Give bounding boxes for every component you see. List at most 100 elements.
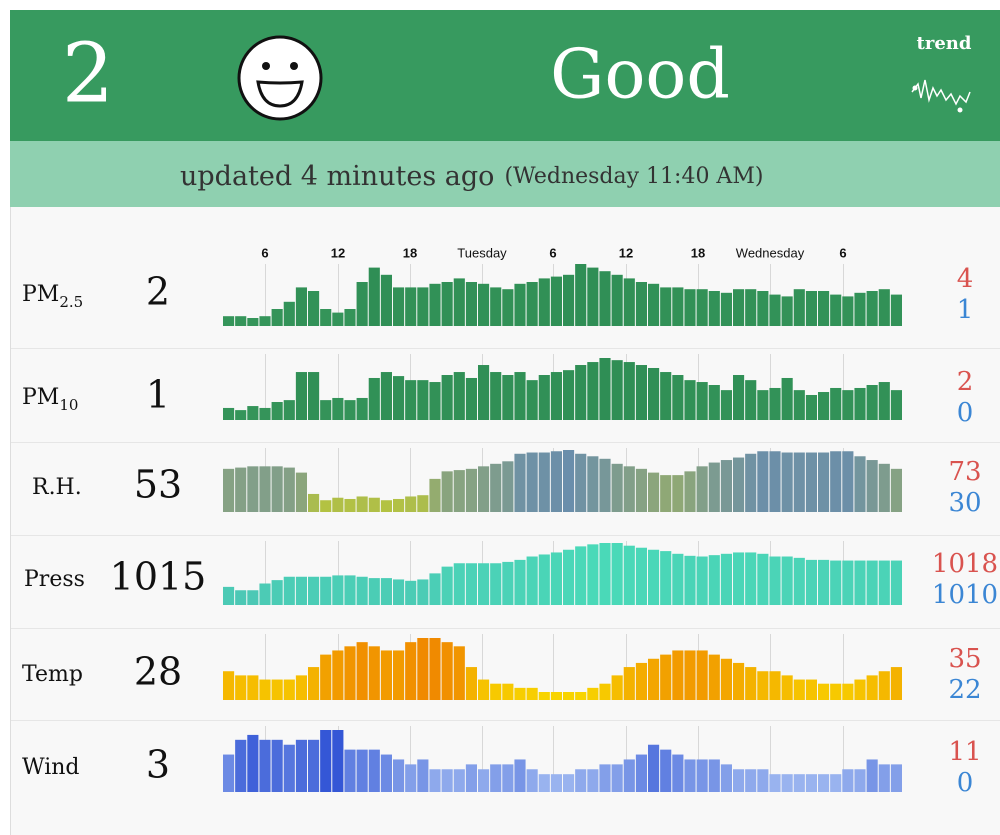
bar [223, 407, 235, 420]
bar [356, 749, 368, 792]
bar [599, 358, 611, 420]
bar [611, 360, 623, 420]
bar [720, 390, 732, 420]
bar [247, 590, 259, 605]
bar [344, 498, 356, 512]
bar [720, 764, 732, 792]
bar [235, 316, 247, 326]
bar [283, 467, 295, 512]
bar [587, 362, 599, 420]
min-value: 1010 [932, 580, 998, 610]
bar [502, 289, 514, 326]
bar [696, 650, 708, 700]
row-label-text: R.H. [32, 475, 82, 500]
bar [890, 764, 902, 792]
bar [793, 289, 805, 326]
bar [332, 312, 344, 326]
bar [830, 683, 842, 700]
time-label: 6 [839, 245, 846, 260]
bar [538, 452, 550, 512]
bar [514, 372, 526, 420]
bar [320, 400, 332, 420]
bar [271, 466, 283, 512]
bar [830, 387, 842, 420]
bar [320, 654, 332, 700]
bar [733, 375, 745, 420]
trend-label[interactable]: trend [917, 33, 972, 54]
bar [563, 274, 575, 326]
bar [526, 556, 538, 605]
bar [490, 563, 502, 605]
bar [393, 759, 405, 792]
bar [720, 292, 732, 326]
bar [842, 451, 854, 512]
bar [599, 458, 611, 512]
bar [635, 754, 647, 792]
bar [295, 287, 307, 326]
bar [648, 472, 660, 512]
bar [575, 365, 587, 420]
bar [793, 557, 805, 605]
bar [514, 559, 526, 605]
bar [441, 642, 453, 700]
bar [878, 764, 890, 792]
bar [733, 457, 745, 512]
bar [405, 642, 417, 700]
bar [405, 380, 417, 420]
trend-icon[interactable] [911, 79, 971, 106]
bar [514, 453, 526, 512]
bar [283, 744, 295, 792]
bar [538, 375, 550, 420]
bar [793, 390, 805, 420]
bar [805, 291, 817, 326]
bar [890, 294, 902, 326]
bar [757, 390, 769, 420]
bar [271, 679, 283, 700]
bar [453, 769, 465, 792]
bar [332, 650, 344, 700]
bar [465, 468, 477, 512]
bar [696, 556, 708, 605]
bar [295, 472, 307, 512]
bar [223, 316, 235, 326]
bar [356, 642, 368, 700]
bar [344, 749, 356, 792]
bar [247, 318, 259, 326]
bar [247, 734, 259, 792]
bar [781, 675, 793, 700]
updated-bar [10, 141, 1000, 207]
bar [818, 559, 830, 605]
bar [818, 452, 830, 512]
bar [672, 375, 684, 420]
bar [720, 658, 732, 700]
bar [478, 365, 490, 420]
bar [453, 372, 465, 420]
bar [684, 650, 696, 700]
current-value: 1 [146, 373, 170, 417]
bar [769, 387, 781, 420]
bar [320, 309, 332, 326]
bar [878, 463, 890, 512]
bar [429, 573, 441, 605]
bar [344, 309, 356, 326]
bar [538, 554, 550, 605]
max-value: 35 [948, 644, 981, 674]
bar [866, 291, 878, 326]
bar [818, 392, 830, 420]
bar [575, 264, 587, 326]
bar [866, 759, 878, 792]
bar [247, 675, 259, 700]
bar [538, 692, 550, 700]
bar [380, 274, 392, 326]
bar [757, 291, 769, 326]
bar [380, 754, 392, 792]
bar [672, 650, 684, 700]
bar [344, 400, 356, 420]
bar [393, 376, 405, 420]
bar [417, 759, 429, 792]
bar [575, 546, 587, 605]
trend-dot [957, 107, 963, 113]
bar [405, 764, 417, 792]
bar [854, 769, 866, 792]
